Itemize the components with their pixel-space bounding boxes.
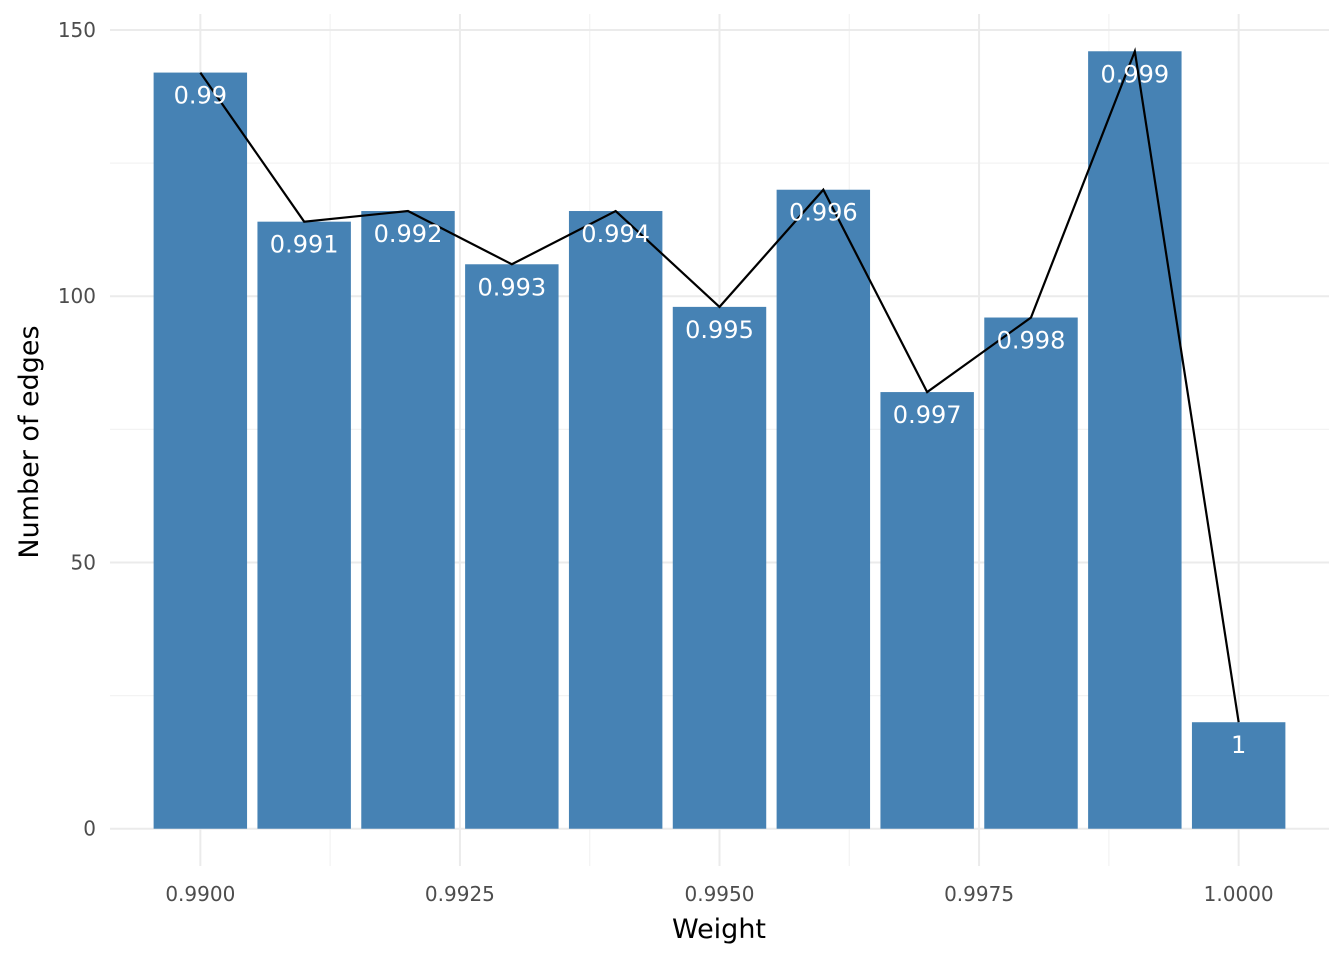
bar-value-label: 0.999 xyxy=(1100,60,1169,88)
x-tick-label: 1.0000 xyxy=(1204,882,1274,906)
bars xyxy=(153,51,1286,829)
x-axis-title: Weight xyxy=(672,914,766,945)
bar xyxy=(1191,722,1286,829)
bar-value-label: 0.993 xyxy=(477,273,546,301)
bar-value-label: 0.991 xyxy=(270,231,339,259)
bar xyxy=(880,392,974,829)
bar-value-label: 0.998 xyxy=(997,327,1066,355)
bar xyxy=(465,264,559,829)
bar xyxy=(672,306,767,829)
bar xyxy=(1088,51,1182,829)
bar-value-label: 0.992 xyxy=(374,220,443,248)
bar xyxy=(984,317,1078,829)
x-tick-label: 0.9975 xyxy=(944,882,1014,906)
bar xyxy=(776,189,871,829)
y-tick-label: 100 xyxy=(58,284,96,308)
bar xyxy=(568,211,663,829)
y-tick-label: 50 xyxy=(71,550,96,574)
x-tick-label: 0.9925 xyxy=(425,882,495,906)
y-tick-label: 0 xyxy=(83,817,96,841)
y-axis-title: Number of edges xyxy=(14,325,45,558)
y-tick-label: 150 xyxy=(58,18,96,42)
bar-value-label: 0.99 xyxy=(174,82,227,110)
bar xyxy=(153,72,248,829)
trend-line xyxy=(199,47,1240,723)
bar-labels: 0.99 0.991 0.992 0.993 0.994 0.995 0.996 0.997 0… xyxy=(174,60,1247,759)
bar xyxy=(361,211,455,829)
bar-value-label: 1 xyxy=(1231,731,1246,759)
x-tick-label: 0.9950 xyxy=(685,882,755,906)
bar-value-label: 0.997 xyxy=(893,401,962,429)
y-axis-ticks: 0 50 100 150 xyxy=(58,18,96,841)
bar-value-label: 0.996 xyxy=(789,199,858,227)
bar xyxy=(257,221,351,829)
bar-value-label: 0.995 xyxy=(685,316,754,344)
x-axis-ticks: 0.9900 0.9925 0.9950 0.9975 1.0000 xyxy=(165,882,1273,906)
x-tick-label: 0.9900 xyxy=(165,882,235,906)
bar-value-label: 0.994 xyxy=(581,220,650,248)
